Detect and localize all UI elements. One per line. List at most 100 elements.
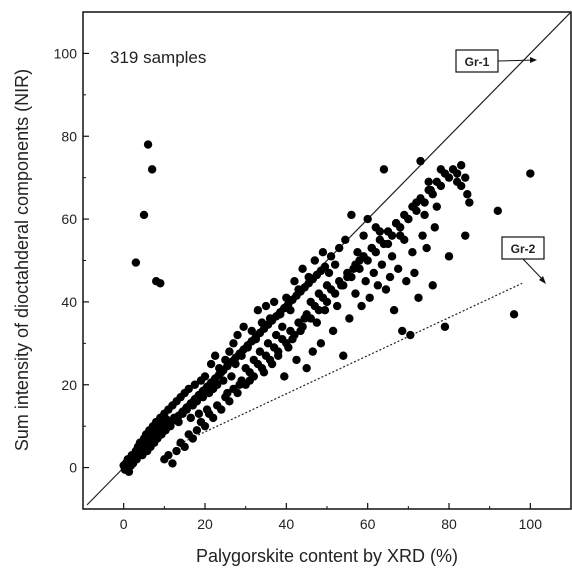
data-point	[371, 248, 380, 257]
data-point	[282, 339, 291, 348]
data-point	[233, 388, 242, 398]
data-point	[328, 326, 338, 336]
x-axis-title: Palygorskite content by XRD (%)	[196, 546, 458, 566]
x-tick-label: 0	[120, 516, 128, 532]
data-point	[461, 173, 470, 182]
data-point	[269, 297, 279, 307]
y-tick-label: 0	[69, 460, 77, 476]
data-point	[345, 314, 354, 323]
data-point	[389, 306, 399, 315]
data-point	[369, 268, 378, 278]
data-point	[387, 252, 397, 261]
data-point	[225, 397, 234, 406]
data-point	[418, 231, 427, 240]
data-point	[377, 260, 387, 269]
data-point	[200, 421, 210, 431]
x-tick-label: 60	[360, 516, 376, 532]
data-point	[493, 206, 502, 215]
data-point	[406, 330, 415, 340]
data-point	[412, 206, 421, 215]
data-point	[457, 181, 466, 191]
data-point	[184, 384, 193, 394]
data-point	[436, 181, 446, 191]
data-point	[255, 347, 265, 356]
data-point	[385, 272, 395, 282]
data-point	[351, 289, 360, 298]
data-point	[428, 190, 437, 199]
data-point	[320, 306, 330, 315]
data-point	[332, 301, 342, 311]
data-point	[200, 372, 210, 381]
data-point	[143, 140, 153, 149]
data-point	[448, 165, 458, 174]
x-tick-label: 40	[279, 516, 295, 532]
data-point	[341, 235, 350, 244]
data-point	[239, 322, 248, 331]
data-point	[363, 256, 372, 265]
data-point	[379, 165, 389, 174]
x-tick-label: 100	[519, 516, 543, 532]
y-tick-label: 60	[61, 211, 77, 227]
gr1-arrow	[497, 59, 536, 62]
gr1-label-text: Gr-1	[465, 55, 490, 69]
data-point	[416, 156, 425, 166]
data-point	[339, 281, 348, 290]
data-point	[306, 314, 315, 323]
data-point	[320, 262, 330, 271]
data-point	[271, 330, 281, 340]
data-point	[428, 281, 437, 290]
data-point	[135, 448, 145, 458]
data-point	[465, 198, 474, 207]
data-point	[424, 177, 433, 187]
data-point	[324, 268, 334, 278]
data-point	[310, 256, 319, 265]
data-point	[402, 277, 411, 286]
data-point	[365, 293, 374, 302]
data-point	[247, 326, 256, 336]
data-point	[463, 190, 472, 199]
data-point	[229, 339, 238, 348]
data-point	[180, 442, 189, 452]
data-point	[188, 434, 197, 443]
data-point	[314, 306, 324, 315]
data-point	[347, 272, 356, 282]
data-point	[353, 248, 362, 257]
data-point	[420, 210, 429, 220]
data-point	[396, 223, 405, 232]
data-point	[241, 380, 250, 389]
gr2-arrowhead	[539, 276, 546, 284]
data-point	[249, 372, 258, 381]
data-point	[393, 264, 403, 273]
data-point	[361, 277, 370, 286]
data-point	[233, 330, 242, 340]
data-point	[280, 372, 289, 381]
data-point	[410, 268, 419, 278]
data-point	[156, 279, 165, 288]
data-point	[219, 376, 228, 385]
data-point	[225, 347, 234, 356]
data-point	[432, 202, 441, 211]
data-point	[347, 210, 356, 220]
data-point	[164, 450, 173, 460]
data-point	[359, 231, 368, 240]
data-point	[290, 330, 299, 340]
data-point	[461, 231, 470, 240]
data-point	[127, 453, 136, 462]
y-tick-label: 100	[54, 45, 78, 61]
data-point	[444, 173, 454, 182]
y-tick-label: 80	[61, 128, 77, 144]
data-point	[335, 243, 344, 253]
data-point	[172, 446, 181, 456]
data-point	[308, 347, 317, 356]
data-point	[227, 372, 236, 381]
data-point	[322, 297, 332, 307]
data-point	[355, 264, 364, 273]
data-point	[330, 260, 340, 269]
data-point	[326, 252, 336, 261]
data-point	[312, 318, 322, 327]
axis-ticks: 0 20 40 60 80 100 0 20 40 60 80 100	[54, 45, 543, 532]
data-point	[379, 239, 389, 249]
data-point	[420, 198, 429, 207]
